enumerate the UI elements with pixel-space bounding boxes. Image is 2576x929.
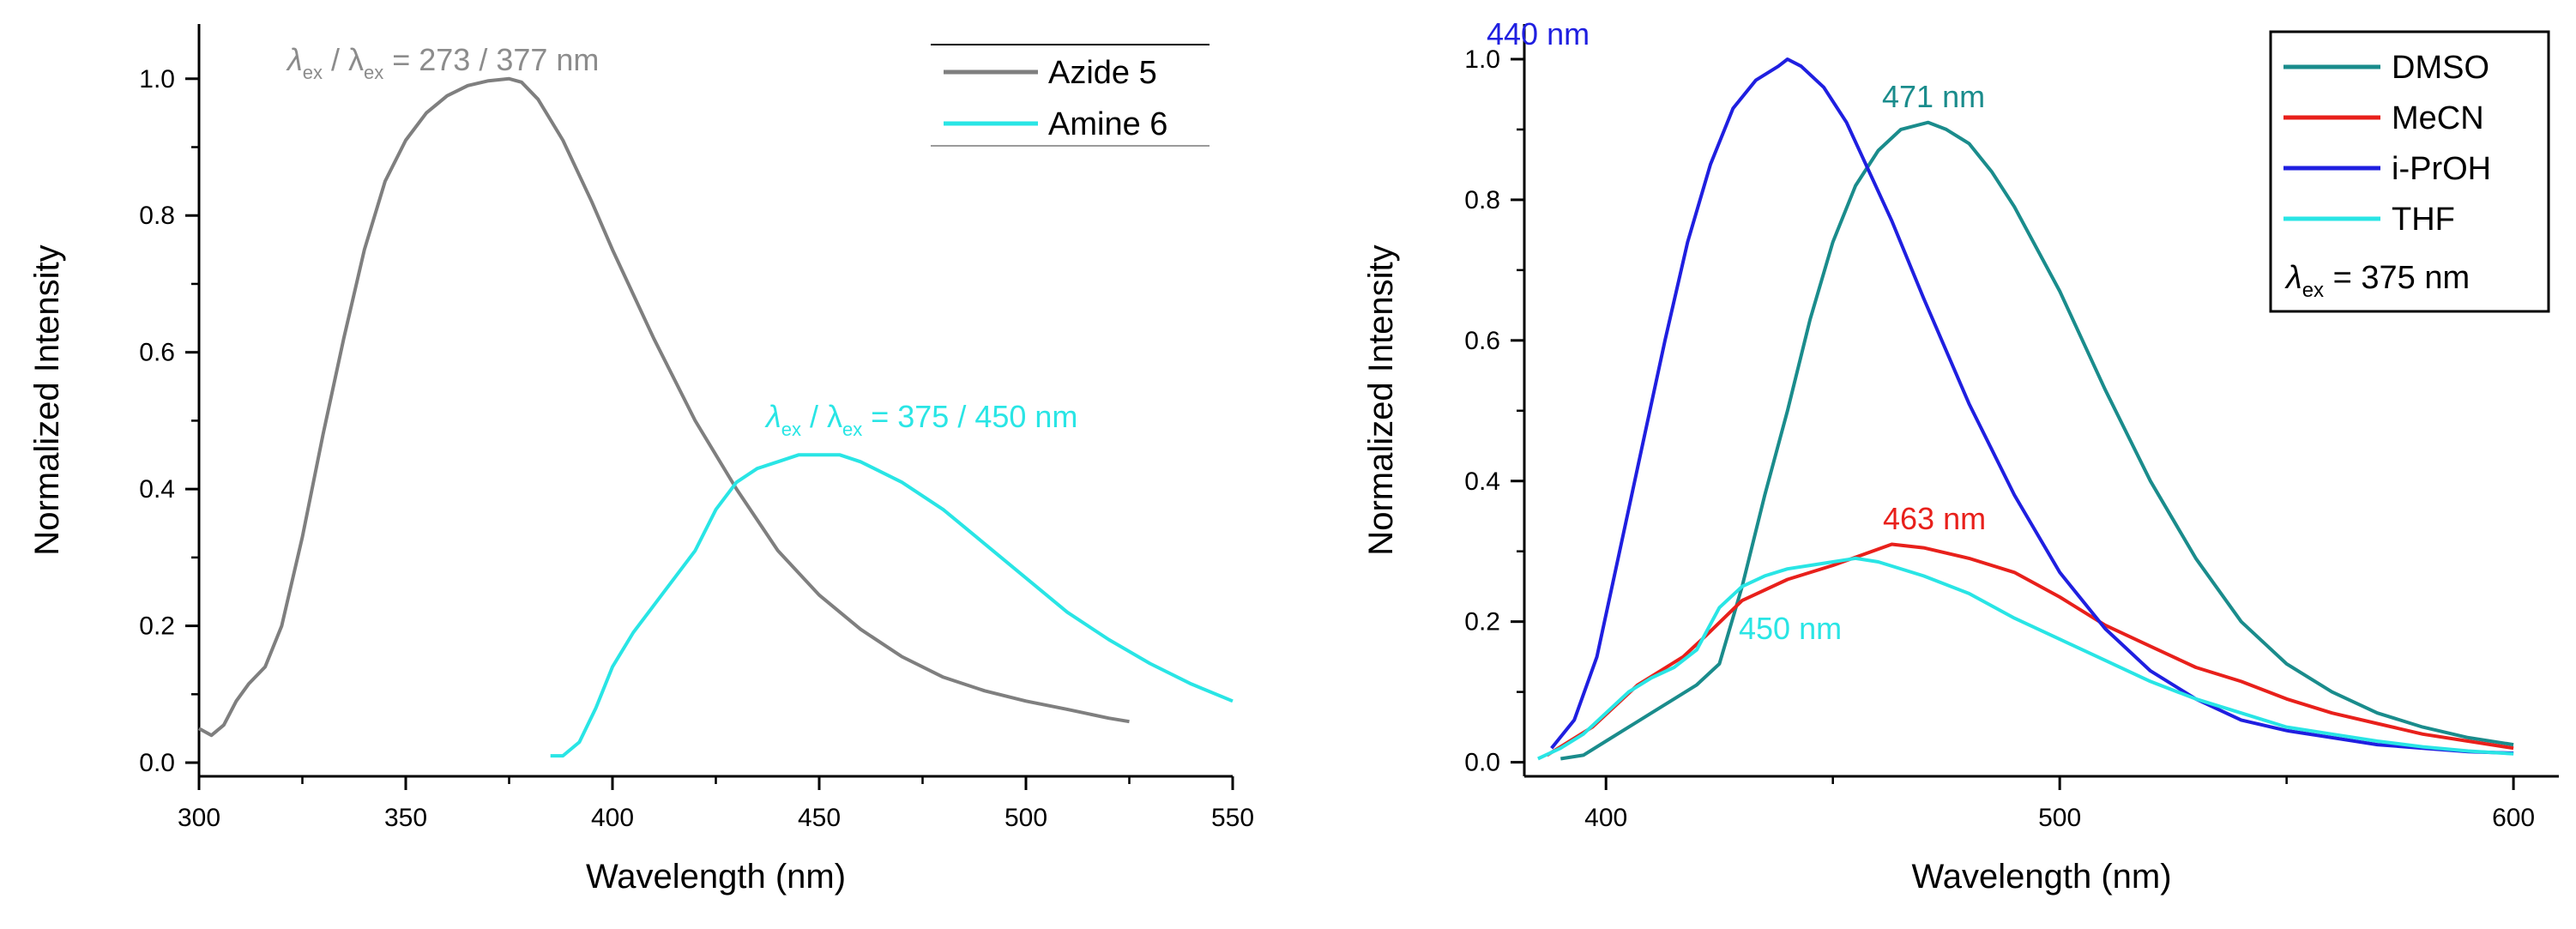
chart0-annotation-amine-part-0: λ	[764, 399, 781, 434]
chart1-series-line-dmso	[1559, 120, 2514, 761]
chart0-y-tick-label: 1.0	[139, 65, 175, 94]
chart0-annotation-azide-part-1: ex	[303, 62, 323, 83]
chart0-y-tick-label: 0.0	[139, 749, 175, 777]
chart0-x-tick-label: 450	[798, 804, 841, 832]
chart0-x-tick-label: 350	[384, 804, 427, 832]
chart1-y-tick-label: 0.2	[1464, 608, 1500, 636]
chart0-annotation-amine: λex / λex = 375 / 450 nm	[764, 399, 1077, 440]
chart0-legend-label: Amine 6	[1048, 106, 1167, 142]
chart1-y-tick-label: 1.0	[1464, 45, 1500, 74]
chart0-annotation-amine-part-2: / λ	[801, 399, 842, 434]
chart1-legend-label: THF	[2392, 202, 2455, 238]
chart1-series-line-mecn	[1546, 542, 2514, 757]
chart0-annotation-amine-part-4: = 375 / 450 nm	[862, 399, 1077, 434]
chart1-x-tick-label: 400	[1584, 804, 1627, 832]
chart0-annotation-azide-part-0: λ	[286, 42, 303, 77]
chart1-y-tick-label: 0.8	[1464, 186, 1500, 214]
chart1-peak-label: 463 nm	[1883, 501, 1986, 536]
chart1-peak-label: 471 nm	[1882, 79, 1985, 114]
chart0-annotation-amine-part-3: ex	[842, 419, 862, 440]
chart0-y-tick-label: 0.4	[139, 475, 175, 504]
chart0-annotation-azide-part-2: / λ	[323, 42, 364, 77]
chart1-y-tick-label: 0.6	[1464, 327, 1500, 355]
chart0-series-line-amine-6	[550, 453, 1234, 758]
chart0-x-tick-label: 500	[1004, 804, 1047, 832]
chart1-legend-note-part-1: ex	[2302, 279, 2324, 302]
chart0-x-tick-label: 550	[1211, 804, 1254, 832]
chart0-annotation-amine-part-1: ex	[781, 419, 801, 440]
chart1-y-tick-label: 0.4	[1464, 468, 1500, 496]
chart1-x-axis-label: Wavelength (nm)	[1911, 858, 2171, 896]
chart1-y-axis-label: Normalized Intensity	[1362, 244, 1400, 555]
chart0-x-axis-label: Wavelength (nm)	[586, 858, 846, 896]
chart1-series-line-i-proh	[1550, 57, 2514, 755]
chart1-legend-note-part-2: = 375 nm	[2324, 260, 2470, 296]
chart0-y-tick-label: 0.6	[139, 339, 175, 367]
chart1-x-tick-label: 500	[2038, 804, 2081, 832]
chart1-x-tick-label: 600	[2492, 804, 2535, 832]
chart0-series-line-azide-5	[198, 76, 1130, 738]
chart0-y-tick-label: 0.8	[139, 202, 175, 230]
chart1-legend-label: i-PrOH	[2392, 151, 2491, 187]
chart0-y-axis-label: Normalized Intensity	[28, 244, 66, 555]
chart1-legend-label: MeCN	[2392, 100, 2484, 136]
chart1-series-line-thf	[1537, 556, 2514, 761]
chart0-annotation-azide-part-4: = 273 / 377 nm	[383, 42, 599, 77]
chart0-annotation-azide: λex / λex = 273 / 377 nm	[286, 42, 599, 83]
chart1-legend-note-part-0: λ	[2284, 260, 2302, 296]
chart1-peak-label: 440 nm	[1487, 16, 1590, 51]
chart1-legend-note: λex = 375 nm	[2284, 260, 2470, 302]
chart-right-panel: 400 500 600 0.0 0.2 0.4 0.6 0.8 1.0 Wavelength (n…	[1362, 16, 2559, 896]
chart0-x-tick-label: 300	[178, 804, 220, 832]
chart1-legend-label: DMSO	[2392, 50, 2489, 86]
chart0-y-tick-label: 0.2	[139, 612, 175, 641]
chart0-x-tick-label: 400	[591, 804, 634, 832]
chart0-legend-label: Azide 5	[1048, 55, 1157, 91]
chart1-peak-label: 450 nm	[1739, 611, 1842, 646]
chart0-annotation-azide-part-3: ex	[364, 62, 383, 83]
chart1-legend-box	[2269, 30, 2550, 313]
chart1-y-tick-label: 0.0	[1464, 749, 1500, 777]
chart-left-panel: 300 350 400 450 500 550 0.0 0.2 0.4 0.6 0.8 1.0 Wave…	[28, 24, 1254, 896]
